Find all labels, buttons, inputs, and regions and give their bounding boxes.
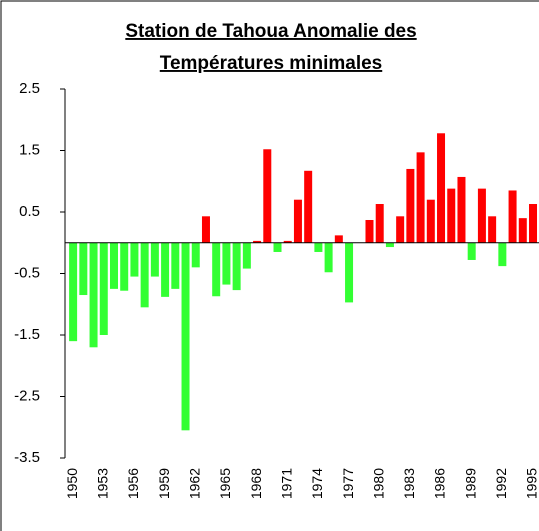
bar — [232, 242, 241, 291]
bar — [263, 149, 272, 243]
x-tick-label: 1980 — [370, 468, 386, 499]
x-tick-label: 1986 — [432, 468, 448, 499]
y-tick-label: -2.5 — [14, 387, 40, 404]
bar — [222, 242, 231, 285]
bar — [89, 242, 98, 348]
x-tick-label: 1968 — [248, 468, 264, 499]
bar — [314, 242, 323, 252]
bar — [457, 176, 466, 243]
bar — [242, 242, 251, 269]
bar — [69, 242, 78, 342]
bar — [120, 242, 129, 291]
chart-title: Températures minimales — [160, 53, 382, 74]
bar — [212, 242, 221, 297]
bar — [334, 235, 343, 243]
bar — [416, 152, 425, 243]
x-tick-label: 1974 — [309, 468, 325, 499]
x-tick-label: 1962 — [186, 468, 202, 499]
bar — [467, 242, 476, 260]
bar — [447, 188, 456, 243]
x-tick-label: 1965 — [217, 468, 233, 499]
bar — [345, 242, 354, 303]
bar — [498, 242, 507, 267]
bar — [273, 242, 282, 252]
bar — [304, 170, 313, 243]
x-tick-label: 1995 — [524, 468, 539, 499]
bar — [150, 242, 159, 277]
bar — [253, 240, 262, 243]
y-tick-label: 1.5 — [19, 141, 40, 158]
bar — [375, 204, 384, 243]
y-tick-label: -0.5 — [14, 264, 40, 281]
bar — [171, 242, 180, 289]
bar — [437, 133, 446, 243]
bar — [385, 242, 394, 248]
bar — [324, 242, 333, 273]
bar — [140, 242, 149, 308]
y-tick-label: 0.5 — [19, 203, 40, 220]
bar — [396, 216, 405, 243]
y-tick-label: 2.5 — [19, 80, 40, 97]
y-tick-label: -3.5 — [14, 449, 40, 466]
bar — [130, 242, 139, 277]
bar — [283, 240, 292, 243]
x-tick-label: 1992 — [493, 468, 509, 499]
bar — [488, 216, 497, 243]
x-tick-label: 1953 — [94, 468, 110, 499]
bar — [365, 219, 374, 243]
x-tick-label: 1959 — [156, 468, 172, 499]
y-tick-label: -1.5 — [14, 326, 40, 343]
x-tick-label: 1983 — [401, 468, 417, 499]
bar — [109, 242, 118, 289]
bar — [181, 242, 190, 431]
x-tick-label: 1977 — [340, 468, 356, 499]
x-tick-label: 1956 — [125, 468, 141, 499]
x-tick-label: 1971 — [278, 468, 294, 499]
bar — [293, 199, 302, 243]
bar — [426, 199, 435, 243]
bar — [529, 204, 538, 243]
bar — [477, 188, 486, 243]
bar — [191, 242, 200, 268]
x-tick-label: 1989 — [462, 468, 478, 499]
x-tick-label: 1950 — [64, 468, 80, 499]
bar — [161, 242, 170, 297]
bar — [406, 168, 415, 243]
bar — [201, 216, 210, 243]
bar — [518, 218, 527, 243]
bar — [79, 242, 88, 296]
bar — [99, 242, 108, 335]
bar — [508, 190, 517, 243]
chart-title: Station de Tahoua Anomalie des — [125, 21, 416, 42]
